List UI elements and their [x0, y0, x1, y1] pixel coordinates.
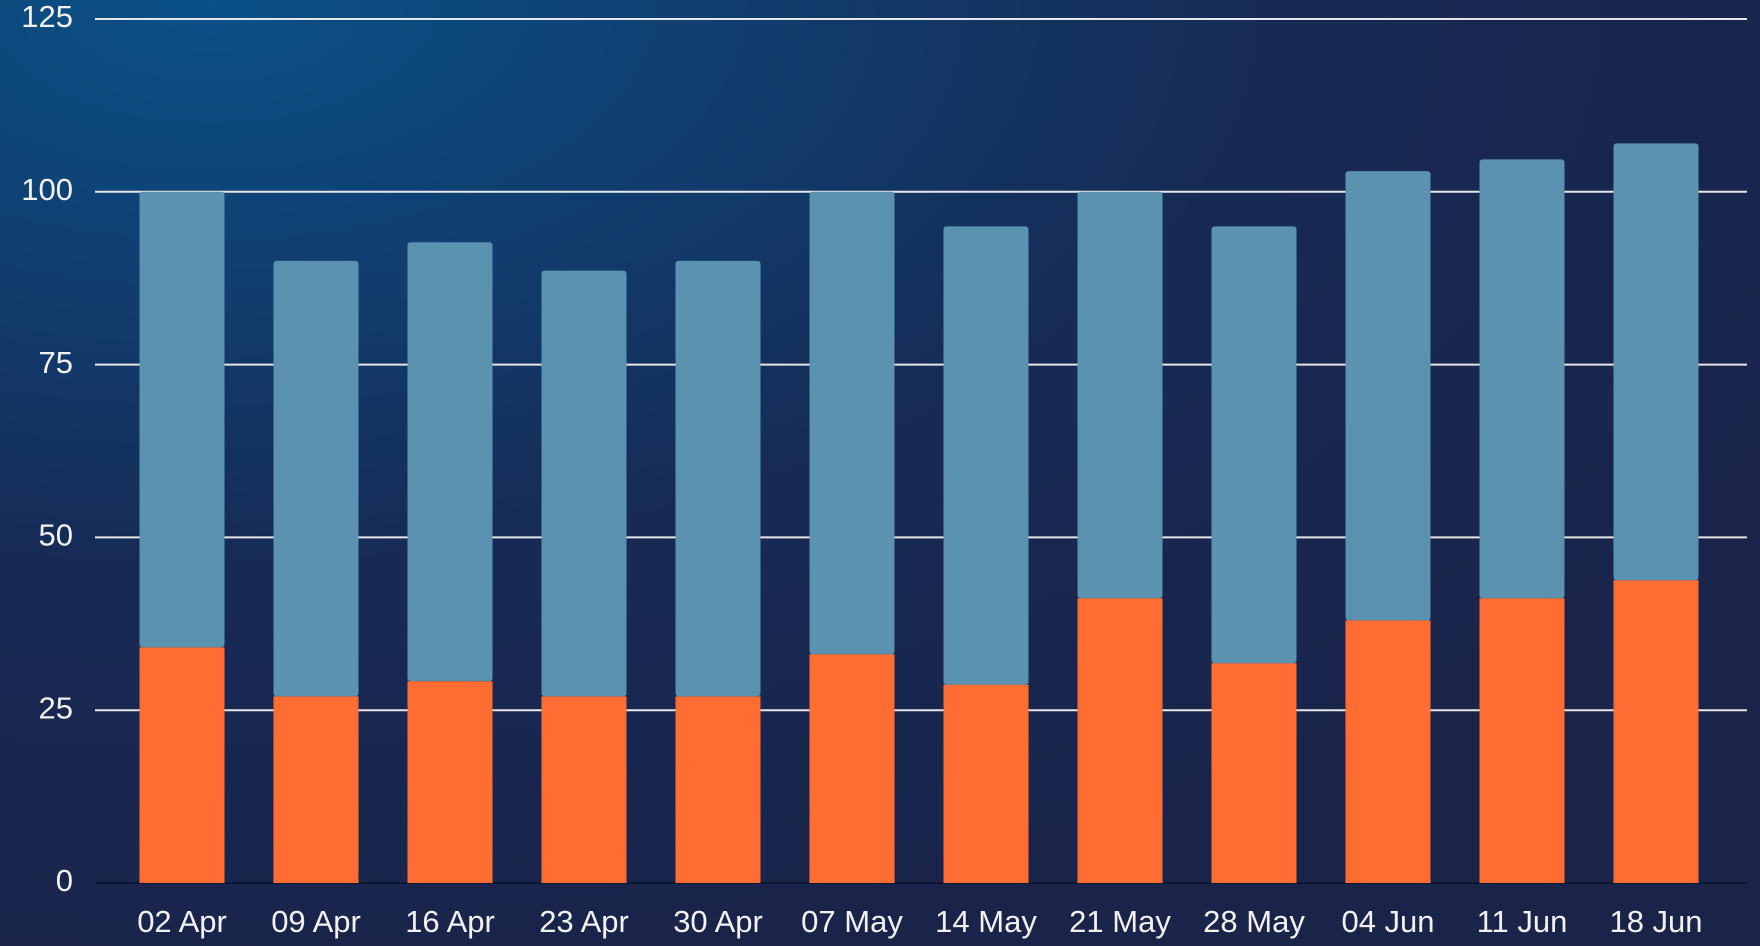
bar-segment — [273, 696, 359, 883]
bar-segment — [675, 696, 761, 883]
bar-segment — [1077, 191, 1163, 599]
bar-segment — [943, 226, 1029, 685]
bar-segment — [139, 647, 225, 883]
y-tick-label: 50 — [39, 518, 73, 553]
bar-segment — [1479, 159, 1565, 599]
bar-segment — [943, 684, 1029, 883]
bar-segment — [1211, 226, 1297, 664]
bar-segment — [407, 681, 493, 883]
x-tick-label: 16 Apr — [405, 904, 495, 939]
y-tick-label: 100 — [21, 172, 73, 207]
x-tick-label: 23 Apr — [539, 904, 629, 939]
y-tick-label: 25 — [39, 690, 73, 725]
bar-segment — [1613, 143, 1699, 581]
bar-segment — [1479, 598, 1565, 883]
bar-segment — [809, 654, 895, 883]
x-tick-label: 21 May — [1069, 904, 1171, 939]
x-tick-label: 30 Apr — [673, 904, 763, 939]
bar-segment — [541, 696, 627, 883]
x-tick-label: 02 Apr — [137, 904, 227, 939]
x-tick-label: 04 Jun — [1341, 904, 1434, 939]
bar-segment — [809, 191, 895, 655]
bar-segment — [273, 260, 359, 697]
bar-segment — [1211, 663, 1297, 883]
y-tick-label: 75 — [39, 345, 73, 380]
bar-segment — [675, 260, 761, 697]
bar-segment — [1077, 598, 1163, 883]
bar-segment — [541, 270, 627, 697]
x-tick-label: 28 May — [1203, 904, 1305, 939]
bar-segment — [1613, 580, 1699, 883]
y-tick-label: 0 — [56, 863, 73, 898]
x-tick-label: 09 Apr — [271, 904, 361, 939]
x-tick-label: 11 Jun — [1477, 904, 1568, 939]
y-tick-label: 125 — [21, 0, 73, 34]
x-tick-label: 14 May — [935, 904, 1037, 939]
bar-segment — [1345, 620, 1431, 883]
bar-segment — [1345, 171, 1431, 621]
bar-segment — [139, 191, 225, 648]
x-tick-label: 18 Jun — [1609, 904, 1702, 939]
x-tick-label: 07 May — [801, 904, 903, 939]
bar-segment — [407, 242, 493, 682]
